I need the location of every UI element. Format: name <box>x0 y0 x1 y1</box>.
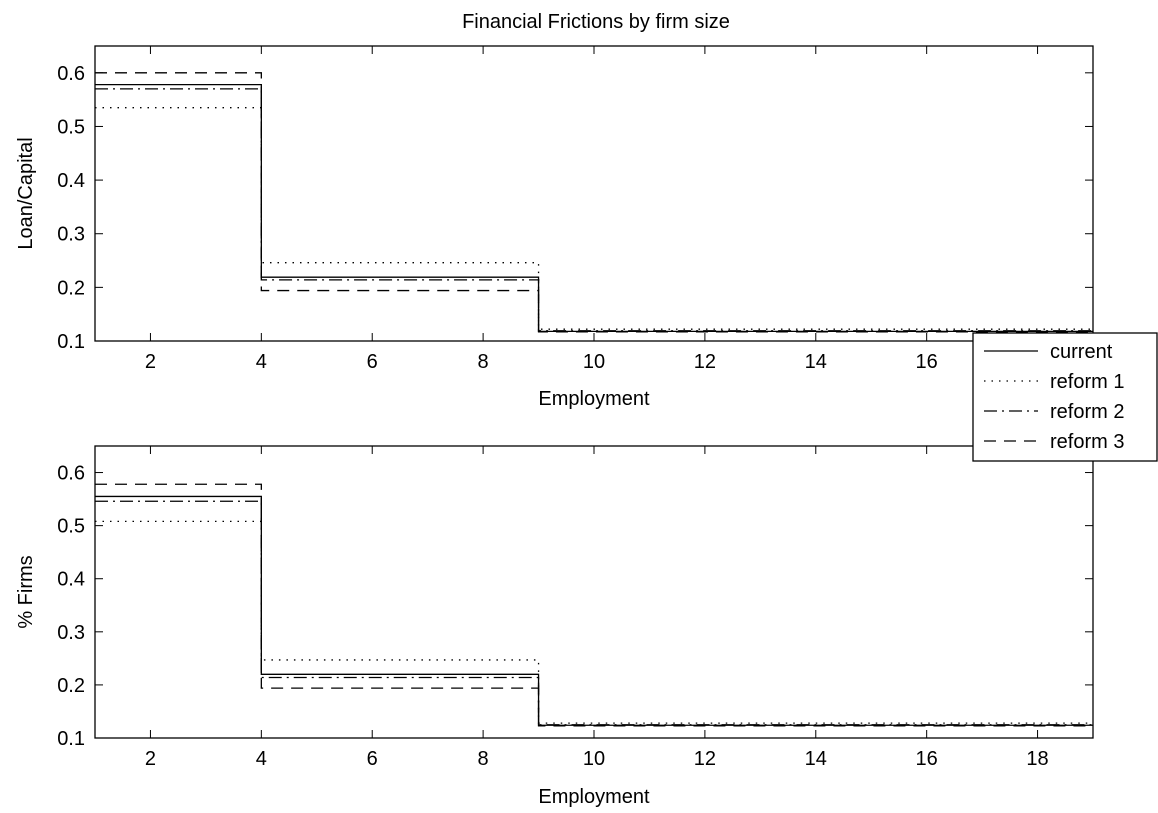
legend: current reform 1 reform 2 reform 3 <box>972 332 1158 462</box>
y-tick-label: 0.1 <box>57 331 85 353</box>
legend-label: reform 1 <box>1050 371 1124 393</box>
x-tick-label: 16 <box>916 748 938 770</box>
y-tick-label: 0.5 <box>57 516 85 538</box>
y-tick-label: 0.5 <box>57 116 85 138</box>
series-line-reform-3 <box>95 72 1093 333</box>
x-tick-label: 6 <box>367 351 378 373</box>
plot-area <box>94 445 1094 739</box>
x-tick-label: 6 <box>367 748 378 770</box>
x-tick-label: 8 <box>478 351 489 373</box>
x-axis-label: Employment <box>538 786 650 808</box>
x-tick-label: 10 <box>583 351 605 373</box>
x-tick-label: 2 <box>145 748 156 770</box>
bottom-panel-percent-firms: 2 4 6 8 10 12 14 16 18 0.1 0.2 0.3 0.4 0.5 0.6 Employme… <box>15 445 1094 808</box>
y-tick-label: 0.1 <box>57 728 85 750</box>
x-tick-label: 14 <box>805 351 827 373</box>
series-line-reform-2 <box>95 88 1093 332</box>
series-line-reform-2 <box>95 500 1093 726</box>
y-tick-label: 0.4 <box>57 170 85 192</box>
y-axis-label: Loan/Capital <box>15 137 37 249</box>
x-tick-label: 14 <box>805 748 827 770</box>
legend-label: reform 3 <box>1050 431 1124 453</box>
y-tick-label: 0.3 <box>57 622 85 644</box>
y-tick-label: 0.2 <box>57 277 85 299</box>
x-tick-label: 4 <box>256 351 267 373</box>
x-tick-label: 16 <box>916 351 938 373</box>
y-tick-label: 0.2 <box>57 675 85 697</box>
y-tick-label: 0.3 <box>57 224 85 246</box>
x-tick-label: 12 <box>694 748 716 770</box>
x-tick-label: 4 <box>256 748 267 770</box>
y-tick-label: 0.6 <box>57 463 85 485</box>
figure-title: Financial Frictions by firm size <box>462 11 730 33</box>
legend-label: reform 2 <box>1050 401 1124 423</box>
y-tick-label: 0.6 <box>57 63 85 85</box>
y-axis-label: % Firms <box>15 555 37 628</box>
series-line-reform-1 <box>95 520 1093 724</box>
legend-label: current <box>1050 341 1113 363</box>
x-tick-label: 2 <box>145 351 156 373</box>
x-tick-label: 10 <box>583 748 605 770</box>
y-tick-label: 0.4 <box>57 569 85 591</box>
legend-box <box>972 332 1158 462</box>
x-tick-label: 8 <box>478 748 489 770</box>
top-panel-loan-capital: 246810121416180.10.20.30.40.50.6Employme… <box>15 45 1094 410</box>
x-tick-label: 12 <box>694 351 716 373</box>
x-tick-label: 18 <box>1026 748 1048 770</box>
plot-area <box>94 45 1094 342</box>
x-axis-label: Employment <box>538 388 650 410</box>
series-line-reform-3 <box>95 483 1093 727</box>
